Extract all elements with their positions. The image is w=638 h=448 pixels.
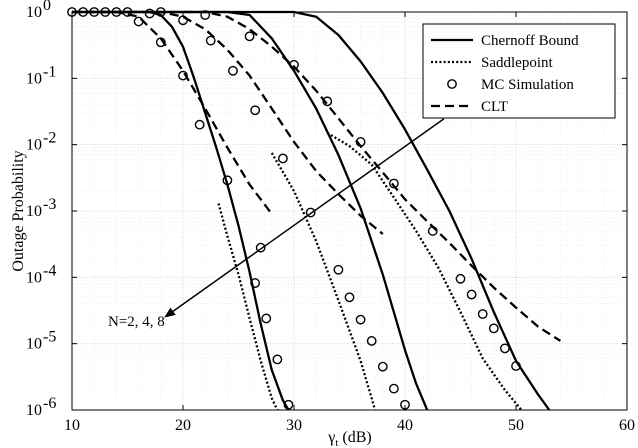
x-tick-labels: 10 20 30 40 50 60 [64, 417, 635, 434]
x-tick-label: 10 [64, 417, 80, 434]
saddlepoint-curve [270, 152, 377, 411]
mc-simulation-marker [488, 323, 499, 334]
x-tick-label: 50 [508, 417, 524, 434]
mc-simulation-marker [155, 37, 166, 48]
mc-simulation-marker [455, 273, 466, 284]
mc-simulation-marker [355, 314, 366, 325]
mc-simulation-marker [344, 292, 355, 303]
y-tick-label: 10 [26, 402, 42, 419]
x-axis-label-symbol: γ [327, 429, 335, 446]
mc-simulation-marker [194, 119, 205, 130]
mc-simulation-marker [477, 309, 488, 319]
y-tick-exponent: -1 [43, 63, 56, 80]
y-tick-exponent: -4 [43, 262, 56, 279]
saddlepoint-curve [326, 132, 523, 411]
mc-simulation-marker [250, 278, 261, 288]
mc-simulation-marker [205, 35, 216, 46]
y-tick-label: 10 [26, 137, 42, 154]
y-tick-label: 10 [26, 336, 42, 353]
mc-simulation-marker [377, 361, 388, 372]
mc-simulation-marker [305, 207, 316, 218]
mc-simulation-marker [200, 10, 211, 20]
clt-curve [72, 10, 273, 215]
y-tick-exponent: 0 [43, 0, 51, 14]
x-axis-label-unit: (dB) [338, 429, 371, 446]
x-tick-label: 40 [397, 417, 413, 434]
mc-simulation-marker [366, 336, 377, 346]
x-tick-label: 30 [286, 417, 302, 434]
mc-simulation-marker [277, 153, 288, 164]
mc-simulation-marker [322, 96, 333, 107]
mc-simulation-marker [250, 105, 261, 116]
mc-simulation-marker [261, 313, 272, 324]
y-tick-exponent: -2 [43, 130, 56, 147]
x-tick-label: 60 [619, 417, 635, 434]
mc-simulation-marker [466, 289, 477, 300]
y-tick-label: 10 [26, 4, 42, 21]
legend-label: CLT [481, 99, 508, 115]
y-tick-label: 10 [26, 70, 42, 87]
legend-label: MC Simulation [481, 77, 574, 93]
legend-items: Chernoff Bound Saddlepoint MC Simulation CL… [431, 33, 579, 115]
chernoff-bound-curve [72, 10, 290, 411]
mc-simulation-marker [289, 59, 299, 70]
mc-simulation-marker [333, 264, 344, 275]
y-tick-label: 10 [26, 269, 42, 286]
mc-simulation-marker [244, 31, 255, 42]
annotation-label: N=2, 4, 8 [108, 314, 165, 330]
chernoff-bound-curve [72, 10, 429, 411]
y-tick-exponent: -6 [43, 395, 56, 412]
y-tick-exponent: -5 [43, 329, 56, 346]
mc-simulation-marker [255, 242, 266, 253]
mc-simulation-marker [427, 226, 438, 236]
y-tick-exponent: -3 [43, 196, 56, 213]
y-axis-label: Outage Probability [10, 150, 27, 271]
mc-simulation-marker [178, 70, 188, 81]
mc-simulation-marker [228, 65, 238, 76]
mc-simulation-marker [222, 175, 233, 186]
chernoff-bound-curve [72, 10, 551, 411]
legend-label: Saddlepoint [481, 55, 553, 71]
clt-curve [72, 10, 384, 235]
mc-simulation-marker [388, 383, 399, 394]
x-axis-label: γt (dB) [327, 429, 371, 448]
annotation-arrow-head [164, 307, 176, 318]
mc-simulation-marker [355, 137, 366, 147]
mc-simulation-marker [283, 399, 294, 410]
mc-simulation-marker [511, 361, 521, 371]
tick-marks [71, 11, 628, 411]
annotation-arrow-line [172, 118, 445, 312]
annotation: N=2, 4, 8 [108, 118, 445, 330]
saddlepoint-curve [217, 203, 279, 411]
x-axis-label-subscript: t [335, 437, 338, 448]
legend-label: Chernoff Bound [481, 33, 579, 49]
mc-simulation-marker [499, 343, 510, 354]
mc-simulation-marker [272, 354, 283, 365]
y-tick-label: 10 [26, 203, 42, 220]
mc-simulation-marker [144, 8, 155, 19]
legend-marker [447, 79, 457, 89]
series-layer [67, 7, 562, 411]
x-tick-label: 20 [175, 417, 191, 434]
mc-simulation-marker [133, 16, 144, 27]
legend: Chernoff Bound Saddlepoint MC Simulation CL… [422, 23, 616, 119]
mc-simulation-marker [388, 178, 399, 189]
